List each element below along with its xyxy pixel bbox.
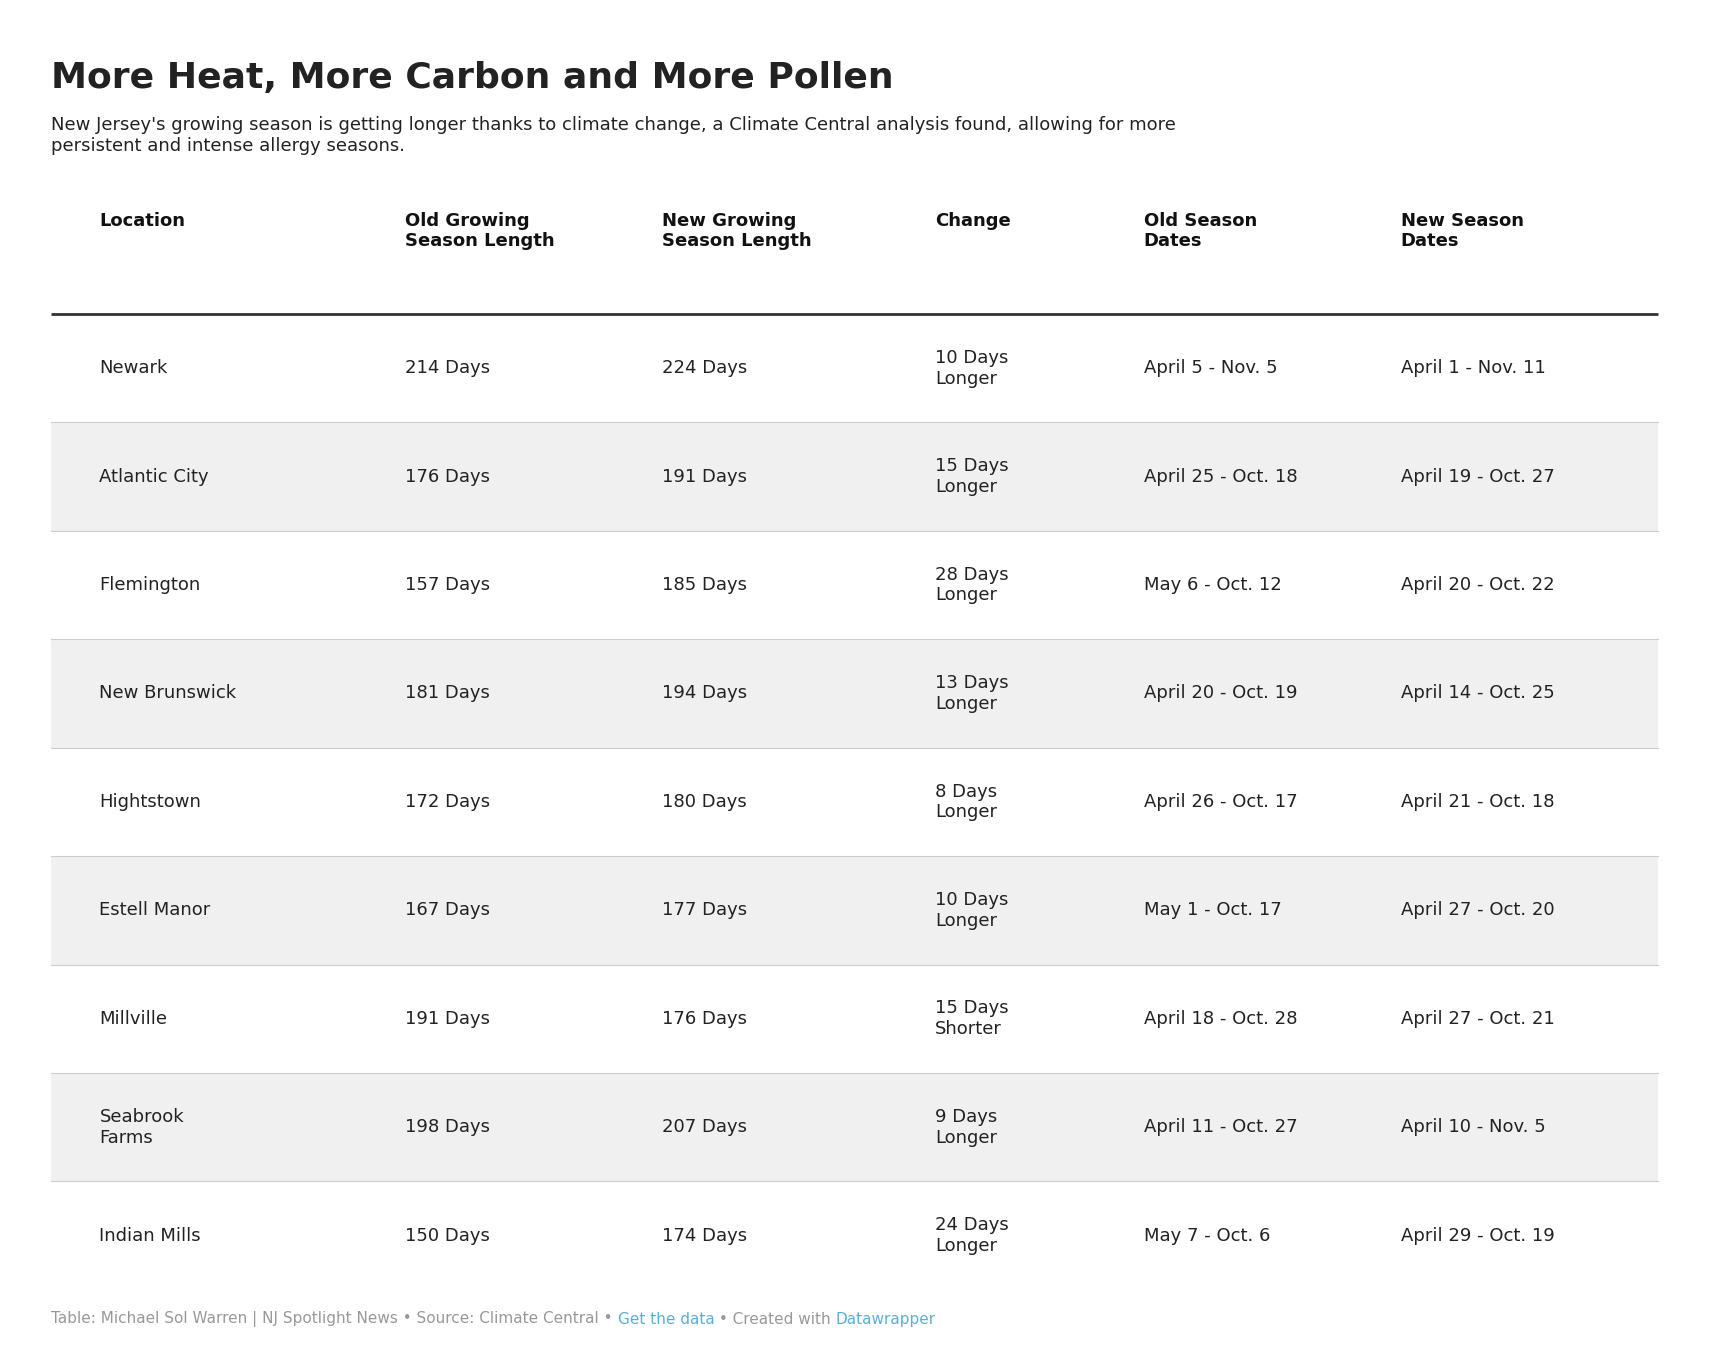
Text: 191 Days: 191 Days	[405, 1010, 490, 1028]
Text: 167 Days: 167 Days	[405, 901, 490, 920]
Text: May 7 - Oct. 6: May 7 - Oct. 6	[1143, 1227, 1270, 1245]
Text: New Growing
Season Length: New Growing Season Length	[661, 212, 812, 250]
Text: 185 Days: 185 Days	[661, 576, 747, 594]
Text: Datawrapper: Datawrapper	[836, 1312, 937, 1327]
Text: May 1 - Oct. 17: May 1 - Oct. 17	[1143, 901, 1282, 920]
Text: April 14 - Oct. 25: April 14 - Oct. 25	[1401, 684, 1555, 703]
Text: 176 Days: 176 Days	[405, 468, 490, 486]
Text: April 27 - Oct. 21: April 27 - Oct. 21	[1401, 1010, 1555, 1028]
Text: 176 Days: 176 Days	[661, 1010, 747, 1028]
Text: 207 Days: 207 Days	[661, 1118, 747, 1136]
Text: April 10 - Nov. 5: April 10 - Nov. 5	[1401, 1118, 1545, 1136]
Text: Newark: Newark	[99, 359, 167, 377]
Text: 9 Days
Longer: 9 Days Longer	[935, 1108, 996, 1147]
Text: 172 Days: 172 Days	[405, 793, 490, 811]
Text: 28 Days
Longer: 28 Days Longer	[935, 565, 1008, 605]
Text: Old Season
Dates: Old Season Dates	[1143, 212, 1256, 250]
Text: April 18 - Oct. 28: April 18 - Oct. 28	[1143, 1010, 1297, 1028]
Text: 214 Days: 214 Days	[405, 359, 490, 377]
Text: Change: Change	[935, 212, 1010, 229]
Text: April 26 - Oct. 17: April 26 - Oct. 17	[1143, 793, 1297, 811]
Text: April 21 - Oct. 18: April 21 - Oct. 18	[1401, 793, 1553, 811]
Text: 181 Days: 181 Days	[405, 684, 489, 703]
Text: Atlantic City: Atlantic City	[99, 468, 208, 486]
Text: 194 Days: 194 Days	[661, 684, 747, 703]
Text: Millville: Millville	[99, 1010, 167, 1028]
Text: 10 Days
Longer: 10 Days Longer	[935, 349, 1008, 388]
Text: 224 Days: 224 Days	[661, 359, 747, 377]
Text: April 1 - Nov. 11: April 1 - Nov. 11	[1401, 359, 1545, 377]
Text: 15 Days
Shorter: 15 Days Shorter	[935, 999, 1008, 1039]
Text: 10 Days
Longer: 10 Days Longer	[935, 891, 1008, 930]
Text: 15 Days
Longer: 15 Days Longer	[935, 457, 1008, 495]
Text: New Jersey's growing season is getting longer thanks to climate change, a Climat: New Jersey's growing season is getting l…	[51, 116, 1176, 154]
Text: Estell Manor: Estell Manor	[99, 901, 210, 920]
Text: 8 Days
Longer: 8 Days Longer	[935, 782, 996, 822]
Text: 13 Days
Longer: 13 Days Longer	[935, 674, 1008, 713]
Text: Indian Mills: Indian Mills	[99, 1227, 202, 1245]
Text: Hightstown: Hightstown	[99, 793, 202, 811]
Text: April 11 - Oct. 27: April 11 - Oct. 27	[1143, 1118, 1297, 1136]
Text: More Heat, More Carbon and More Pollen: More Heat, More Carbon and More Pollen	[51, 61, 894, 96]
Text: 191 Days: 191 Days	[661, 468, 747, 486]
Text: • Created with: • Created with	[714, 1312, 836, 1327]
Text: 24 Days
Longer: 24 Days Longer	[935, 1216, 1008, 1254]
Text: April 20 - Oct. 19: April 20 - Oct. 19	[1143, 684, 1297, 703]
Text: 198 Days: 198 Days	[405, 1118, 490, 1136]
Text: Get the data: Get the data	[617, 1312, 714, 1327]
Text: Location: Location	[99, 212, 186, 229]
Text: April 25 - Oct. 18: April 25 - Oct. 18	[1143, 468, 1297, 486]
Text: April 20 - Oct. 22: April 20 - Oct. 22	[1401, 576, 1553, 594]
Text: Table: Michael Sol Warren | NJ Spotlight News • Source: Climate Central •: Table: Michael Sol Warren | NJ Spotlight…	[51, 1310, 617, 1327]
Text: April 5 - Nov. 5: April 5 - Nov. 5	[1143, 359, 1277, 377]
Text: 157 Days: 157 Days	[405, 576, 490, 594]
Text: 180 Days: 180 Days	[661, 793, 747, 811]
Text: Flemington: Flemington	[99, 576, 200, 594]
Text: Seabrook
Farms: Seabrook Farms	[99, 1108, 185, 1147]
Text: New Season
Dates: New Season Dates	[1401, 212, 1524, 250]
Text: Old Growing
Season Length: Old Growing Season Length	[405, 212, 554, 250]
Text: May 6 - Oct. 12: May 6 - Oct. 12	[1143, 576, 1282, 594]
Text: New Brunswick: New Brunswick	[99, 684, 236, 703]
Text: April 29 - Oct. 19: April 29 - Oct. 19	[1401, 1227, 1555, 1245]
Text: 150 Days: 150 Days	[405, 1227, 489, 1245]
Text: 177 Days: 177 Days	[661, 901, 747, 920]
Text: April 19 - Oct. 27: April 19 - Oct. 27	[1401, 468, 1555, 486]
Text: 174 Days: 174 Days	[661, 1227, 747, 1245]
Text: April 27 - Oct. 20: April 27 - Oct. 20	[1401, 901, 1553, 920]
